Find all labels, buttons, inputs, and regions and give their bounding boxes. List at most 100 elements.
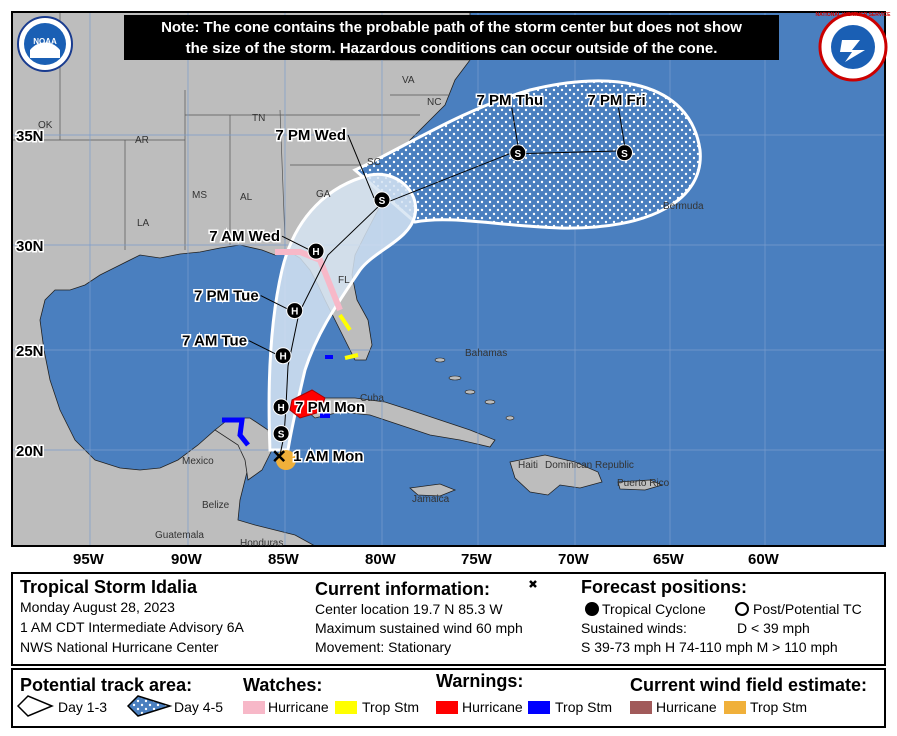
tropstm-watch-coast [338,313,359,360]
state-label: NC [427,97,441,108]
hurricane-watch-coast [275,249,343,312]
forecast-point-marker [274,347,292,365]
forecast-points: 1 AM Mon S H 7 PM Mon H 7 AM Tue H 7 PM Tue H 7 A… [181,90,648,467]
forecast-point: S 7 PM Fri [586,90,647,162]
forecast-point-marker [373,191,391,209]
cuba [299,397,496,448]
nws-logo: NATIONAL WEATHER SERVICE [816,12,892,82]
forecast-d: D < 39 mph [737,620,810,636]
forecast-time-label: 7 PM Wed [275,127,346,144]
storm-name: Tropical Storm Idalia [20,577,198,597]
tropstm-watch-swatch [335,701,357,714]
hurricane-wind-label: Hurricane [656,699,717,715]
tropstm-warning-isle [320,410,330,418]
day13-label: Day 1-3 [58,699,108,715]
forecast-point-marker [272,398,290,416]
tropstm-warning-keys [325,355,333,359]
forecast-map: 1 AM Mon S H 7 PM Mon H 7 AM Tue H 7 PM Tue H 7 A… [11,11,892,568]
state-label: OK [38,120,53,131]
storm-advisory: 1 AM CDT Intermediate Advisory 6A [20,619,244,635]
noaa-logo: NOAA [17,16,73,72]
forecast-point-symbol: S [514,149,521,160]
current-movement: Movement: Stationary [315,639,452,655]
hispaniola [509,454,603,496]
state-label: GA [316,189,331,200]
place-label: Guatemala [155,530,204,541]
forecast-point-symbol: H [279,352,286,363]
place-label: Haiti [518,460,538,471]
storm-center: NWS National Hurricane Center [20,639,219,655]
state-label: MS [192,190,207,201]
state-label: AR [135,135,149,146]
lon-label: 90W [171,551,203,568]
watches-title: Watches: [243,675,323,695]
place-label: Jamaica [412,494,450,505]
state-label: SC [367,157,381,168]
legend-frame [11,572,886,728]
label-leader [248,340,276,355]
place-label: Belize [202,500,230,511]
forecast-time-label: 7 PM Thu [476,92,543,109]
cone-note: Note: The cone contains the probable pat… [124,15,779,60]
lat-label: 30N [16,238,44,255]
forecast-point: H 7 AM Wed [208,227,325,260]
forecast-point-marker [272,425,290,443]
forecast-time-label: 7 PM Fri [587,92,645,109]
place-label: Dominican Republic [545,460,634,471]
forecast-title: Forecast positions: [581,577,748,597]
current-location: Center location 19.7 N 85.3 W [315,601,503,617]
svg-text:NOAA: NOAA [33,37,57,46]
place-label: Bermuda [663,201,704,212]
forecast-post: Post/Potential TC [753,601,862,617]
forecast-shm: S 39-73 mph H 74-110 mph M > 110 mph [581,639,838,655]
hurricane-warning-swatch [436,701,458,714]
current-position-marker [273,450,286,463]
forecast-point: H 7 PM Tue [192,286,304,320]
forecast-time-label: 7 AM Wed [209,228,280,245]
day45-swatch [126,695,173,717]
cone-day4-5 [352,79,702,230]
bahamas-islands [434,357,515,421]
svg-text:NATIONAL WEATHER SERVICE: NATIONAL WEATHER SERVICE [816,12,892,18]
label-leader [511,107,519,145]
lat-label: 25N [16,343,44,360]
lon-label: 95W [73,551,105,568]
forecast-time-label: 7 PM Mon [295,399,365,416]
tropstm-warning-swatch [528,701,550,714]
forecast-time-label: 1 AM Mon [293,448,363,465]
lon-label: 65W [653,551,685,568]
legend-panel: Tropical Storm Idalia Monday August 28, … [0,571,897,736]
forecast-point-marker [286,302,304,320]
place-label: Bahamas [465,348,507,359]
day45-label: Day 4-5 [174,699,224,715]
forecast-time-label: 7 AM Tue [182,333,247,350]
place-label: Mexico [182,456,214,467]
state-label: LA [137,218,150,229]
storm-date: Monday August 28, 2023 [20,599,175,615]
lon-label: 85W [268,551,300,568]
forecast-time-label: 7 PM Tue [194,288,259,305]
forecast-point: S [272,425,290,443]
forecast-point: H 7 AM Tue [181,331,292,365]
tropstm-wind-swatch [724,701,746,714]
state-label: TN [252,113,265,124]
lat-label: 35N [16,128,44,145]
tropstm-warning-label: Trop Stm [555,699,613,715]
forecast-point-symbol: S [621,149,628,160]
label-leader [260,295,287,310]
place-label: Puerto Rico [617,478,670,489]
warnings-title: Warnings: [436,671,524,691]
forecast-point: 1 AM Mon [273,447,365,467]
state-borders [12,12,470,250]
state-label: FL [338,275,350,286]
state-label: AL [240,192,253,203]
label-leader [347,134,375,199]
lon-label: 70W [558,551,590,568]
note-line-2: the size of the storm. Hazardous conditi… [185,40,718,57]
state-label: VA [402,75,415,86]
place-label: Cuba [360,393,384,404]
hurricane-watch-swatch [243,701,265,714]
hurricane-wind-swatch [630,701,652,714]
tropstm-warning-yucatan [222,417,250,447]
